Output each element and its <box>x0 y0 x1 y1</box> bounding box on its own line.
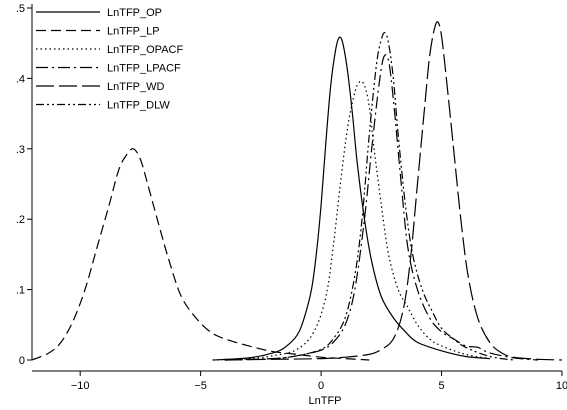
legend-label: LnTFP_OP <box>107 7 162 19</box>
y-tick-label: .3 <box>16 144 25 156</box>
series-line-lntfp-lp <box>31 148 370 361</box>
legend-label: LnTFP_OPACF <box>107 44 183 56</box>
series-line-lntfp-lpacf <box>224 54 538 361</box>
y-tick-label: .4 <box>16 73 25 85</box>
x-tick-label: −10 <box>71 380 90 392</box>
x-tick-label: 0 <box>318 380 324 392</box>
series-line-lntfp-wd <box>224 21 563 361</box>
legend-label: LnTFP_DLW <box>107 100 170 112</box>
y-tick-label: 0 <box>19 355 25 367</box>
y-tick-label: .2 <box>16 214 25 226</box>
x-tick-label: 10 <box>556 380 567 392</box>
legend: LnTFP_OP LnTFP_LP LnTFP_OPACF LnTFP_LPACF Ln… <box>36 7 183 112</box>
legend-label: LnTFP_WD <box>107 81 165 93</box>
x-tick-label: 5 <box>438 380 444 392</box>
axes: 0 .1 .2 .3 .4 .5 −10 −5 0 5 10 <box>16 3 567 392</box>
y-tick-label: .5 <box>16 3 25 15</box>
legend-label: LnTFP_LP <box>107 26 160 38</box>
y-tick-label: .1 <box>16 285 25 297</box>
x-tick-label: −5 <box>194 380 207 392</box>
series-line-lntfp-op <box>212 36 490 361</box>
plot-area <box>31 21 563 361</box>
series-line-lntfp-dlw <box>224 31 514 361</box>
legend-label: LnTFP_LPACF <box>107 63 181 75</box>
series-line-lntfp-opacf <box>212 80 490 361</box>
x-axis-label: LnTFP <box>308 395 341 407</box>
